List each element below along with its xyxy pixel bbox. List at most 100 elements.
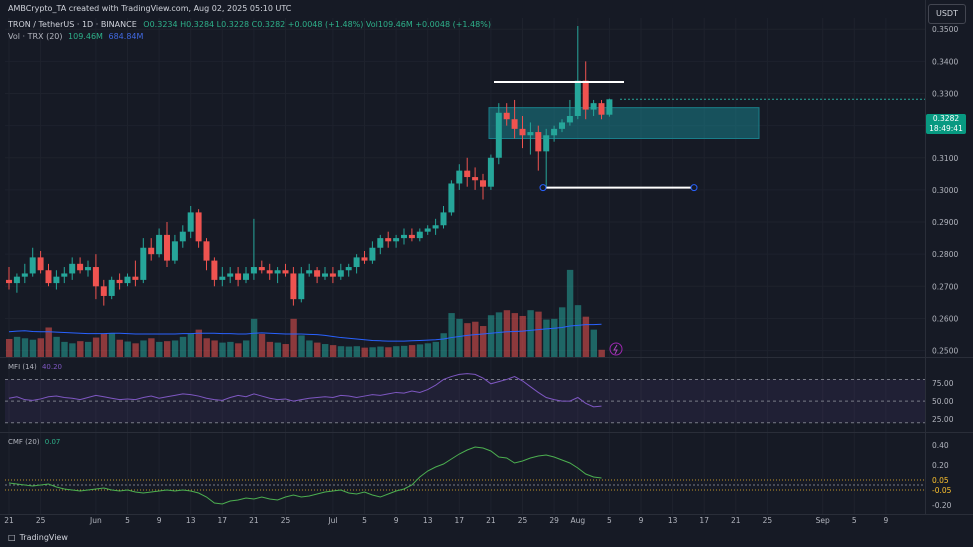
candle-body (195, 212, 202, 242)
candle-body (61, 273, 68, 277)
author-line: AMBCrypto_TA created with TradingView.co… (8, 4, 292, 13)
candle-body (140, 247, 147, 280)
line-anchor-handle (539, 184, 547, 192)
price-tick-label: 0.2700 (932, 282, 958, 291)
candle-body (503, 112, 510, 120)
volume-bar (566, 269, 574, 357)
price-tick-label: 0.2900 (932, 218, 958, 227)
volume-bar (519, 315, 526, 357)
volume-bar (179, 336, 187, 357)
date-tick-label: 25 (36, 516, 46, 525)
candle-body (108, 279, 115, 296)
candle-body (329, 273, 336, 277)
candle-body (13, 276, 20, 284)
mfi-tick-label: 75.00 (932, 379, 954, 388)
candle-body (314, 270, 321, 277)
candle-body (29, 257, 36, 274)
price-tick-label: 0.2600 (932, 314, 958, 323)
candle-body (306, 270, 313, 274)
volume-bar (495, 312, 503, 357)
candle-body (250, 267, 257, 274)
symbol-label[interactable]: TRON / TetherUS · 1D · BINANCE (8, 20, 137, 29)
volume-bar (377, 346, 384, 357)
price-tick-label: 0.2800 (932, 250, 958, 259)
volume-bar (108, 333, 116, 357)
candle-body (235, 273, 242, 280)
volume-bar (29, 339, 37, 357)
candle-body (100, 286, 107, 296)
candle-body (598, 103, 605, 115)
date-tick-label: 29 (549, 516, 559, 525)
volume-bar (527, 310, 534, 357)
candle-body (6, 279, 12, 284)
candle-body (416, 231, 423, 239)
volume-bar (503, 310, 511, 357)
date-tick-label: 5 (362, 516, 367, 525)
date-tick-label: 21 (486, 516, 496, 525)
ohlc-values: O0.3234 H0.3284 L0.3228 C0.3282 +0.0048 … (143, 20, 491, 29)
cmf-label[interactable]: CMF (20) (8, 438, 40, 446)
volume-bar (85, 341, 92, 357)
last-price-value: 0.3282 (932, 114, 960, 123)
lightning-glyph (613, 344, 618, 355)
candle-body (21, 273, 28, 277)
candle-body (211, 260, 218, 280)
currency-button[interactable]: USDT (928, 4, 966, 24)
volume-bar (559, 307, 566, 357)
candle-body (258, 267, 265, 271)
cmf-legend: CMF (20) 0.07 (8, 438, 60, 446)
volume-bar (401, 345, 408, 357)
candle-body (393, 238, 400, 242)
mfi-legend: MFI (14) 40.20 (8, 363, 62, 371)
candle-body (543, 135, 550, 152)
volume-bar (574, 305, 582, 357)
candle-body (298, 273, 305, 300)
candle-body (408, 234, 415, 239)
candle-body (519, 128, 526, 136)
volume-bar (13, 336, 21, 357)
candle-body (377, 238, 384, 248)
volume-bar (424, 343, 432, 357)
date-tick-label: 5 (125, 516, 130, 525)
volume-bar (456, 318, 463, 357)
candle-body (45, 270, 52, 284)
volume-bar (227, 341, 234, 357)
volume-bar (148, 338, 155, 357)
tradingview-logo[interactable]: □ TradingView (8, 533, 68, 542)
candle-body (385, 238, 392, 242)
candle-body (401, 234, 407, 239)
volume-bar (53, 336, 60, 357)
date-tick-label: 17 (699, 516, 709, 525)
volume-bar (124, 341, 131, 357)
date-tick-label: 13 (423, 516, 433, 525)
volume-bar (306, 340, 313, 357)
date-tick-label: Aug (570, 516, 585, 525)
volume-ma-line (8, 323, 602, 342)
tradingview-icon: □ (8, 533, 16, 542)
volume-bar (235, 343, 242, 357)
date-tick-label: Sep (816, 516, 830, 525)
volume-bar (61, 341, 68, 357)
candle-body (487, 157, 494, 187)
volume-bar (393, 346, 400, 357)
candle-body (361, 257, 368, 261)
cmf-tick-label: -0.20 (932, 501, 952, 510)
candle-body (77, 263, 84, 271)
mfi-label[interactable]: MFI (14) (8, 363, 37, 371)
volume-bar (590, 329, 597, 357)
volume-bar (551, 318, 558, 357)
date-tick-label: 9 (639, 516, 644, 525)
mfi-line (8, 373, 602, 408)
volume-bar (440, 333, 447, 357)
volume-bar (314, 342, 321, 357)
volume-label[interactable]: Vol · TRX (20) (8, 32, 63, 41)
date-tick-label: 9 (157, 516, 162, 525)
candle-body (574, 80, 581, 117)
candle-body (85, 267, 91, 271)
candle-body (464, 170, 471, 178)
candle-body (156, 234, 163, 255)
volume-bar (361, 347, 368, 357)
cmf-tick-label: 0.40 (932, 441, 949, 450)
